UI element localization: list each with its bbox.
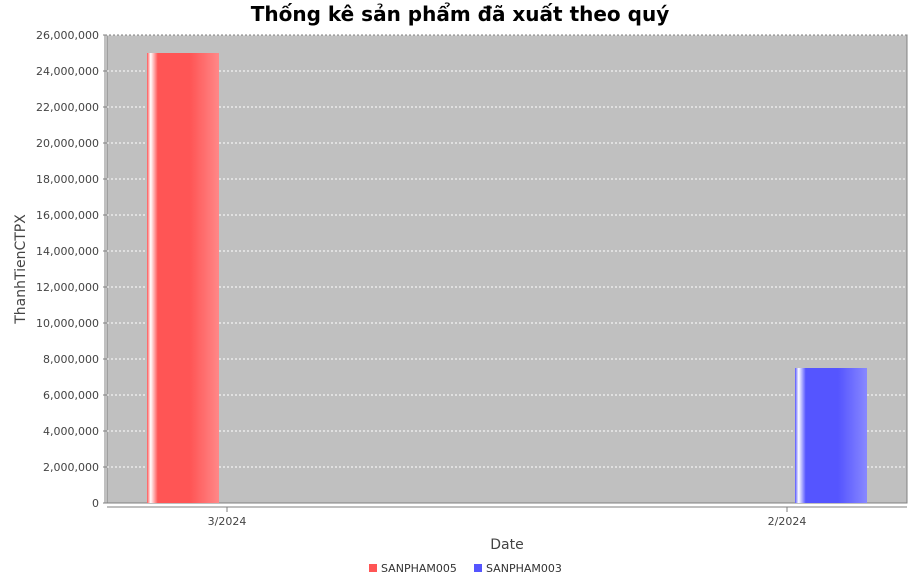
legend-swatch — [474, 564, 482, 572]
chart-title: Thống kê sản phẩm đã xuất theo quý — [250, 2, 670, 26]
plot-area — [106, 34, 908, 504]
y-tick-label: 0 — [92, 497, 99, 510]
y-tick-label: 8,000,000 — [43, 353, 99, 366]
legend-label: SANPHAM003 — [486, 562, 562, 575]
y-tick-label: 12,000,000 — [36, 281, 99, 294]
y-tick-label: 4,000,000 — [43, 425, 99, 438]
y-tick-label: 22,000,000 — [36, 101, 99, 114]
y-tick-label: 24,000,000 — [36, 65, 99, 78]
legend-label: SANPHAM005 — [381, 562, 457, 575]
y-axis-label: ThanhTienCTPX — [13, 214, 29, 325]
legend-swatch — [369, 564, 377, 572]
bar-sanpham003 — [795, 368, 867, 503]
y-tick-label: 14,000,000 — [36, 245, 99, 258]
x-tick-label: 3/2024 — [208, 515, 247, 528]
y-tick-label: 10,000,000 — [36, 317, 99, 330]
bar-sanpham005 — [147, 53, 219, 503]
y-tick-label: 6,000,000 — [43, 389, 99, 402]
x-axis-label: Date — [490, 537, 523, 553]
y-tick-label: 20,000,000 — [36, 137, 99, 150]
y-tick-label: 26,000,000 — [36, 29, 99, 42]
y-tick-label: 2,000,000 — [43, 461, 99, 474]
x-tick-label: 2/2024 — [768, 515, 807, 528]
y-tick-label: 16,000,000 — [36, 209, 99, 222]
y-tick-label: 18,000,000 — [36, 173, 99, 186]
